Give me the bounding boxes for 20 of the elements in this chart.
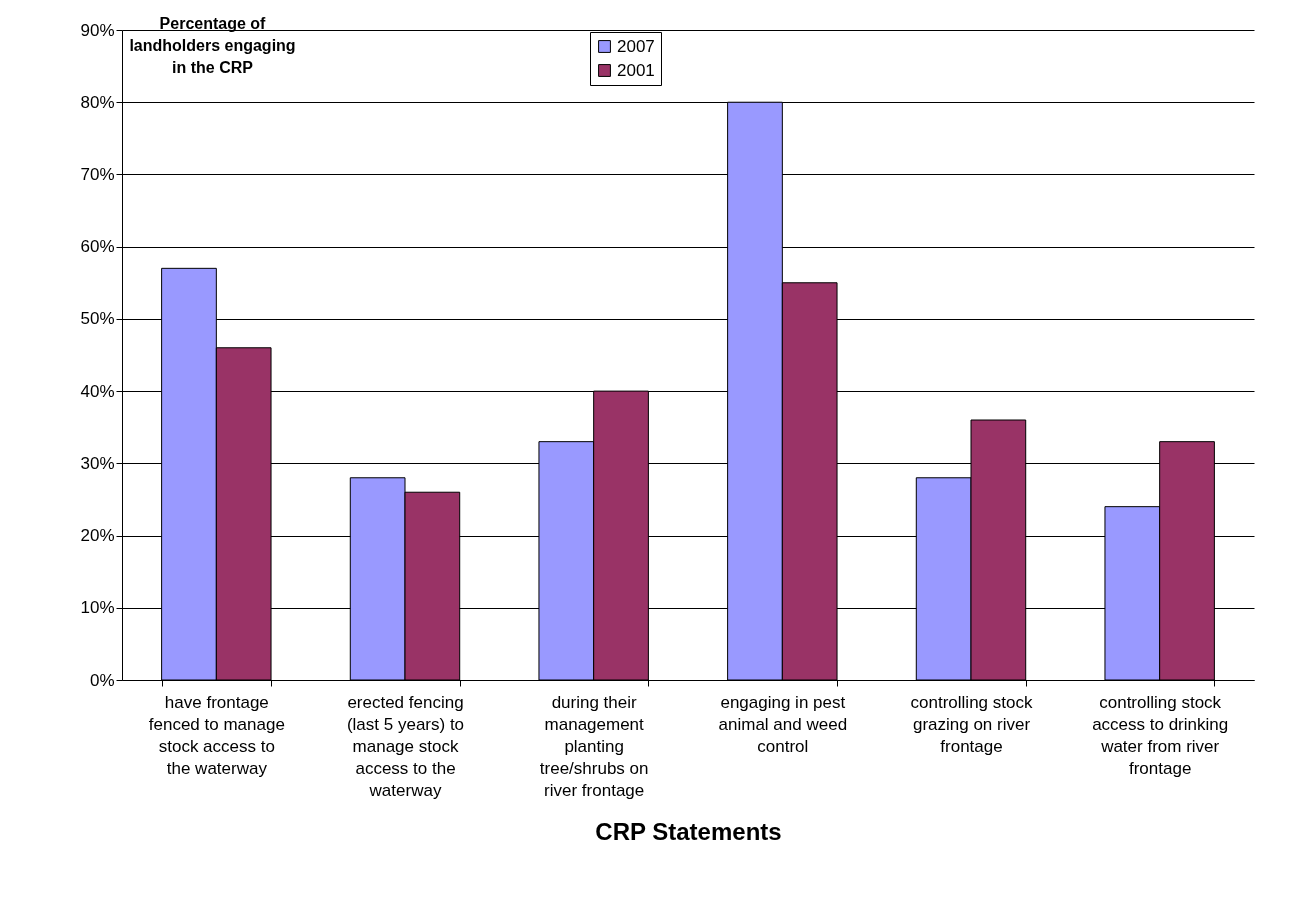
x-tick-label: during their management planting tree/shrubs on river frontage — [539, 692, 649, 800]
y-tick-label: 10% — [80, 598, 115, 618]
y-axis-title: Percentage of landholders engaging in the CRP — [129, 14, 296, 76]
x-tick-label: controlling stock grazing on river frontage — [910, 692, 1033, 756]
y-tick-label: 70% — [80, 164, 115, 184]
legend-label: 2001 — [617, 60, 655, 80]
x-tick-label: controlling stock access to drinking water from river frontage — [1092, 692, 1229, 778]
y-tick-label: 60% — [80, 237, 115, 257]
y-tick-label: 30% — [80, 453, 115, 473]
legend-label: 2007 — [617, 36, 655, 56]
x-tick-label: have frontage fenced to manage stock access to the waterway — [148, 692, 285, 778]
x-tick-label: erected fencing (last 5 years) to manage stock access to the waterway — [346, 692, 465, 800]
y-tick-label: 50% — [80, 309, 115, 329]
x-tick-label: engaging in pest animal and weed control — [718, 692, 848, 756]
y-tick-label: 20% — [80, 526, 115, 546]
x-axis-title: CRP Statements — [595, 817, 782, 845]
y-tick-label: 80% — [80, 92, 115, 112]
y-tick-label: 40% — [80, 381, 115, 401]
y-tick-label: 90% — [80, 20, 115, 40]
y-tick-label: 0% — [89, 670, 115, 690]
